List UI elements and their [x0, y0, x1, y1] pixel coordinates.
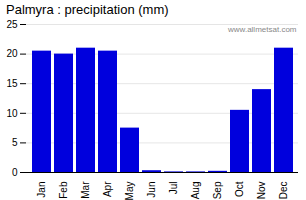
svg-text:Jan: Jan [36, 182, 47, 198]
svg-text:Dec: Dec [278, 182, 289, 200]
svg-text:25: 25 [6, 19, 18, 30]
svg-text:Apr: Apr [102, 181, 113, 197]
svg-text:Jun: Jun [146, 182, 157, 198]
svg-text:20: 20 [6, 48, 18, 59]
svg-text:5: 5 [12, 137, 18, 148]
html-text:Palmyra : precipitation (mm): Palmyra : precipitation (mm) [6, 2, 169, 17]
svg-text:0: 0 [12, 167, 18, 178]
svg-text:Feb: Feb [58, 181, 69, 199]
svg-text:Sep: Sep [212, 181, 223, 199]
svg-text:www.allmetsat.com: www.allmetsat.com [227, 25, 297, 34]
svg-text:Mar: Mar [80, 181, 91, 199]
svg-text:Jul: Jul [168, 182, 179, 195]
svg-text:May: May [124, 182, 135, 200]
svg-text:15: 15 [6, 78, 18, 89]
svg-text:Aug: Aug [190, 182, 201, 200]
svg-text:Oct: Oct [234, 181, 245, 197]
svg-text:10: 10 [6, 108, 18, 119]
svg-text:Nov: Nov [256, 182, 267, 200]
